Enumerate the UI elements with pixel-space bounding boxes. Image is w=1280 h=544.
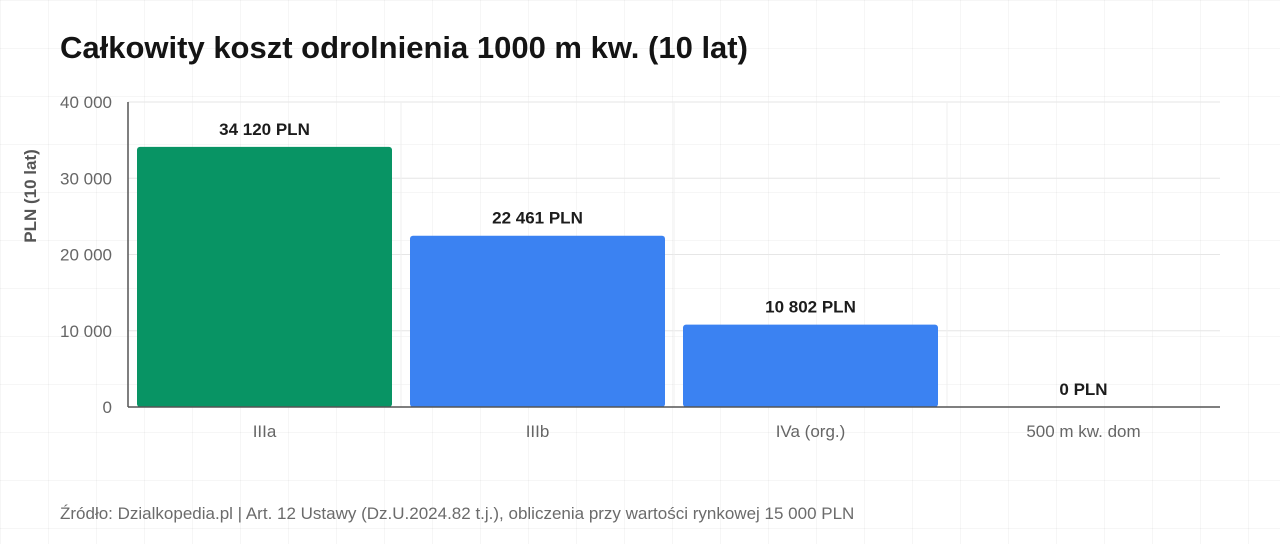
labels: 0 10 000 20 000 30 000 40 000 34 120 PLN IIIa 2… — [60, 93, 1141, 441]
bars — [137, 146, 938, 407]
source-note: Źródło: Dzialkopedia.pl | Art. 12 Ustawy… — [60, 504, 855, 523]
x-tick-label: 500 m kw. dom — [1026, 422, 1140, 441]
bar — [683, 324, 938, 407]
y-tick-label: 10 000 — [60, 322, 112, 341]
data-label: 0 PLN — [1059, 380, 1107, 399]
bar — [410, 235, 665, 407]
y-tick-label: 0 — [103, 398, 112, 417]
y-axis-title: PLN (10 lat) — [21, 149, 40, 243]
y-tick-label: 20 000 — [60, 246, 112, 265]
y-tick-label: 40 000 — [60, 93, 112, 112]
y-tick-label: 30 000 — [60, 169, 112, 188]
data-label: 10 802 PLN — [765, 298, 856, 317]
data-label: 34 120 PLN — [219, 120, 310, 139]
x-tick-label: IIIa — [253, 422, 277, 441]
axes — [127, 102, 1220, 408]
chart-title: Całkowity koszt odrolnienia 1000 m kw. (… — [60, 30, 748, 65]
x-tick-label: IIIb — [526, 422, 550, 441]
x-tick-label: IVa (org.) — [776, 422, 846, 441]
data-label: 22 461 PLN — [492, 209, 583, 228]
bar — [137, 146, 392, 407]
